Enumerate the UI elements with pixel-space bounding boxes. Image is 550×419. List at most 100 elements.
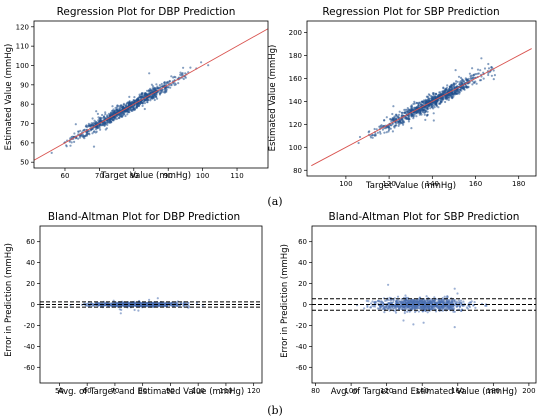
reg-dbp-point — [89, 129, 92, 132]
ba-sbp-point — [413, 307, 416, 310]
ba-sbp-point — [412, 323, 415, 326]
reg-sbp-point — [447, 98, 450, 102]
reg-dbp-point — [113, 109, 116, 113]
ba-sbp-point — [389, 302, 392, 305]
reg-sbp-xlabel: Target Value (mmHg) — [365, 181, 456, 191]
reg-sbp-point — [383, 131, 386, 134]
ba-sbp-point — [422, 321, 425, 324]
reg-sbp-point — [398, 110, 401, 113]
reg-dbp-point — [65, 145, 68, 148]
reg-sbp-point — [397, 113, 401, 116]
ba-sbp-point — [485, 304, 488, 307]
reg-dbp-panel: Regression Plot for DBP Prediction 60 70 8… — [4, 6, 269, 181]
ba-dbp-points — [69, 297, 204, 315]
ba-sbp-point — [407, 306, 410, 309]
ba-sbp-point — [441, 304, 445, 308]
reg-sbp-point — [466, 79, 470, 82]
reg-dbp-title: Regression Plot for DBP Prediction — [57, 6, 236, 18]
reg-sbp-point — [482, 77, 485, 80]
reg-dbp-point — [160, 88, 163, 91]
reg-dbp-point — [91, 117, 94, 120]
reg-sbp-point — [475, 82, 478, 85]
reg-dbp-ytick-label: 50 — [20, 159, 29, 167]
ba-sbp-point — [453, 326, 456, 329]
reg-dbp-point — [143, 107, 146, 111]
reg-dbp-point — [179, 71, 182, 74]
ba-dbp-xtick-label: 100 — [191, 387, 204, 395]
reg-dbp-point — [98, 125, 101, 128]
reg-dbp-point — [182, 66, 185, 69]
ba-sbp-point — [409, 299, 412, 302]
reg-sbp-point — [412, 115, 415, 118]
ba-dbp-ytick-label: -20 — [24, 322, 35, 330]
reg-dbp-point — [77, 130, 80, 133]
reg-sbp-fit-line — [311, 48, 532, 167]
reg-sbp-point — [440, 100, 443, 103]
reg-dbp-point — [121, 105, 124, 108]
reg-dbp-point — [160, 91, 163, 94]
ba-dbp-point — [146, 305, 149, 308]
ba-dbp-point — [115, 304, 118, 308]
ba-sbp-point — [441, 309, 444, 312]
ba-dbp-ytick-label: 60 — [26, 238, 35, 246]
reg-sbp-point — [458, 83, 461, 86]
reg-sbp-ylabel: Estimated Value (mmHg) — [268, 45, 278, 152]
ba-sbp-point — [417, 304, 420, 307]
reg-sbp-point — [429, 107, 432, 110]
reg-sbp-point — [452, 94, 455, 97]
reg-dbp-plot-area: 60 70 80 90 100 110 50 60 70 80 90 100 110 120 — [16, 20, 269, 180]
reg-sbp-point — [403, 111, 406, 114]
ba-dbp-xtick-label: 80 — [138, 387, 147, 395]
reg-dbp-point — [165, 90, 168, 93]
reg-sbp-point — [406, 110, 409, 113]
reg-sbp-point — [407, 108, 411, 111]
reg-sbp-point — [431, 97, 434, 100]
reg-sbp-point — [431, 92, 435, 95]
reg-dbp-point — [138, 95, 141, 98]
ba-sbp-point — [457, 299, 460, 302]
ba-dbp-ytick-label: 20 — [26, 280, 35, 288]
ba-dbp-point — [128, 304, 131, 307]
ba-sbp-point — [443, 295, 446, 298]
ba-sbp-point — [415, 301, 418, 304]
reg-dbp-point — [89, 124, 92, 127]
reg-dbp-point — [165, 88, 168, 91]
ba-sbp-point — [474, 306, 477, 309]
reg-sbp-point — [395, 124, 398, 127]
ba-sbp-point — [453, 287, 456, 290]
reg-sbp-point — [450, 83, 453, 86]
reg-sbp-point — [477, 72, 480, 75]
reg-dbp-point — [104, 128, 107, 131]
reg-dbp-point — [152, 96, 155, 99]
reg-dbp-point — [78, 136, 82, 139]
reg-sbp-point — [471, 67, 474, 70]
reg-dbp-point — [126, 111, 130, 114]
reg-dbp-ytick-label: 70 — [20, 120, 29, 128]
ba-sbp-point — [458, 301, 461, 304]
ba-sbp-point — [472, 304, 475, 307]
reg-dbp-point — [94, 131, 97, 134]
reg-dbp-point — [141, 95, 144, 98]
reg-dbp-point — [74, 137, 77, 140]
reg-dbp-point — [85, 131, 89, 134]
ba-sbp-point — [407, 301, 410, 304]
ba-dbp-ytick-label: 40 — [26, 259, 35, 267]
ba-sbp-ytick-label: 0 — [303, 301, 307, 309]
ba-sbp-point — [371, 304, 374, 307]
reg-sbp-point — [435, 105, 438, 108]
ba-dbp-point — [178, 304, 181, 307]
ba-sbp-point — [387, 302, 390, 305]
reg-dbp-point — [96, 125, 99, 128]
reg-sbp-point — [430, 95, 433, 98]
ba-sbp-point — [400, 305, 403, 308]
ba-dbp-point — [140, 303, 143, 306]
reg-dbp-point — [156, 85, 159, 88]
ba-sbp-point — [396, 295, 400, 298]
reg-dbp-point — [101, 113, 104, 117]
reg-sbp-xtick-label: 160 — [469, 180, 482, 188]
reg-sbp-point — [490, 66, 493, 69]
reg-dbp-point — [146, 97, 149, 100]
reg-sbp-point — [434, 92, 438, 95]
reg-sbp-point — [432, 107, 435, 110]
